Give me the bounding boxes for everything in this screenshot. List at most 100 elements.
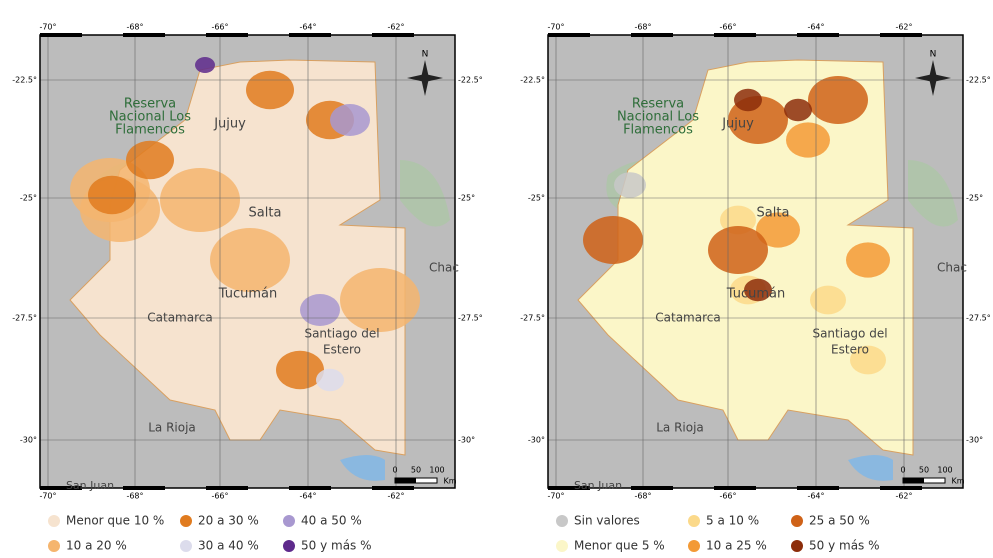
scale-label: 50 xyxy=(919,466,929,475)
place-label: Estero xyxy=(323,343,361,357)
x-tick-label: -62° xyxy=(387,23,404,32)
x-tick-label: -64° xyxy=(807,492,824,501)
choropleth-area xyxy=(316,368,344,392)
legend-label: 30 a 40 % xyxy=(198,539,259,553)
x-tick-label: -66° xyxy=(719,23,736,32)
scale-label: 50 xyxy=(411,466,421,475)
place-label: Jujuy xyxy=(213,117,246,132)
place-label: Salta xyxy=(249,206,282,221)
place-label: Tucumán xyxy=(726,287,785,302)
choropleth-area xyxy=(276,350,324,390)
green-area xyxy=(400,160,450,227)
place-label: Reserva xyxy=(124,97,176,112)
y-tick-label: -25° xyxy=(20,194,37,203)
place-label: Salta xyxy=(757,206,790,221)
x-tick-label: -64° xyxy=(299,492,316,501)
y-tick-label: -30° xyxy=(528,436,545,445)
legend-swatch xyxy=(791,540,803,552)
legend-swatch xyxy=(48,540,60,552)
legend-swatch xyxy=(688,540,700,552)
choropleth-area xyxy=(756,212,800,248)
place-label: Nacional Los xyxy=(109,110,191,125)
scale-label: Km xyxy=(951,477,964,486)
scale-bar xyxy=(903,478,924,483)
place-label: Jujuy xyxy=(721,117,754,132)
x-tick-label: -70° xyxy=(547,23,564,32)
map: -70° -70° -68° -68° -66° -66° -64° -64° -62° -62°… xyxy=(12,23,482,553)
place-label: Santiago del xyxy=(812,327,887,341)
place-label: San Juan xyxy=(66,479,114,492)
choropleth-area xyxy=(340,268,420,332)
choropleth-area xyxy=(784,98,812,122)
scale-label: 100 xyxy=(429,466,444,475)
x-tick-label: -66° xyxy=(719,492,736,501)
legend-label: 50 y más % xyxy=(301,539,372,553)
y-tick-label: -22.5° xyxy=(520,76,545,85)
y-tick-label: -27.5° xyxy=(966,314,991,323)
north-label: N xyxy=(422,50,429,60)
choropleth-area xyxy=(744,278,772,302)
scale-bar xyxy=(395,478,416,483)
legend-swatch xyxy=(283,515,295,527)
y-tick-label: -30° xyxy=(20,436,37,445)
place-label: Tucumán xyxy=(218,287,277,302)
choropleth-area xyxy=(330,104,370,136)
scale-label: Km xyxy=(443,477,456,486)
y-tick-label: -22.5° xyxy=(458,76,483,85)
choropleth-area xyxy=(246,70,294,110)
choropleth-area xyxy=(846,242,890,278)
legend-swatch xyxy=(688,515,700,527)
place-label: Santiago del xyxy=(304,327,379,341)
place-label: Flamencos xyxy=(115,123,185,138)
x-tick-label: -70° xyxy=(39,23,56,32)
choropleth-area xyxy=(160,168,240,232)
legend-swatch xyxy=(791,515,803,527)
x-tick-label: -68° xyxy=(634,492,651,501)
legend-swatch xyxy=(556,540,568,552)
place-label: Catamarca xyxy=(655,311,720,325)
x-tick-label: -68° xyxy=(126,23,143,32)
scale-label: 0 xyxy=(900,466,905,475)
place-label: Catamarca xyxy=(147,311,212,325)
y-tick-label: -25° xyxy=(966,194,983,203)
legend-label: Menor que 10 % xyxy=(66,514,164,528)
water xyxy=(848,455,893,481)
place-label: Chac xyxy=(429,261,459,275)
legend-label: 50 y más % xyxy=(809,539,880,553)
place-label: Estero xyxy=(831,343,869,357)
place-label: Flamencos xyxy=(623,123,693,138)
legend-swatch xyxy=(556,515,568,527)
choropleth-area xyxy=(810,285,846,315)
legend-label: 20 a 30 % xyxy=(198,514,259,528)
y-tick-label: -22.5° xyxy=(966,76,991,85)
map-frame xyxy=(547,34,964,489)
choropleth-area xyxy=(614,172,646,198)
y-tick-label: -27.5° xyxy=(520,314,545,323)
y-tick-label: -22.5° xyxy=(12,76,37,85)
x-tick-label: -62° xyxy=(895,492,912,501)
map-frame xyxy=(39,34,456,489)
legend-label: Menor que 5 % xyxy=(574,539,665,553)
legend-label: 10 a 25 % xyxy=(706,539,767,553)
scale-label: 100 xyxy=(937,466,952,475)
x-tick-label: -62° xyxy=(895,23,912,32)
choropleth-area xyxy=(786,122,830,158)
scale-label: 0 xyxy=(392,466,397,475)
legend-label: 40 a 50 % xyxy=(301,514,362,528)
y-tick-label: -30° xyxy=(458,436,475,445)
choropleth-area xyxy=(708,226,768,274)
x-tick-label: -70° xyxy=(547,492,564,501)
legend-swatch xyxy=(180,515,192,527)
x-tick-label: -62° xyxy=(387,492,404,501)
choropleth-area xyxy=(195,57,215,73)
y-tick-label: -25° xyxy=(528,194,545,203)
legend-label: 25 a 50 % xyxy=(809,514,870,528)
choropleth-area xyxy=(850,345,886,375)
north-label: N xyxy=(930,50,937,60)
water xyxy=(340,455,385,481)
legend-swatch xyxy=(180,540,192,552)
x-tick-label: -64° xyxy=(299,23,316,32)
choropleth-area xyxy=(300,294,340,326)
legend-label: 10 a 20 % xyxy=(66,539,127,553)
